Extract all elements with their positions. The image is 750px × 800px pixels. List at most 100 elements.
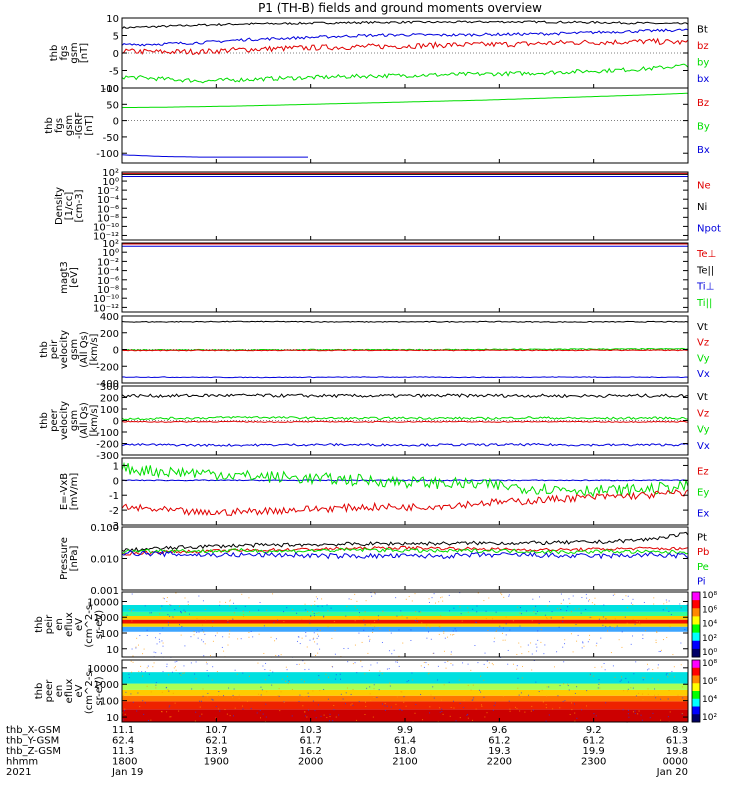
spectrogram-pixel <box>223 695 225 697</box>
spectrogram-pixel <box>570 633 572 635</box>
spectrogram-pixel <box>240 638 242 640</box>
spectrogram-pixel <box>621 646 623 648</box>
spectrogram-pixel <box>316 629 318 631</box>
spectrogram-pixel <box>562 621 564 623</box>
spectrogram-pixel <box>677 694 679 696</box>
spectrogram-pixel <box>302 660 304 662</box>
x-axis-value: 1800 <box>112 757 137 768</box>
spectrogram-pixel <box>471 719 473 721</box>
series-line <box>121 479 689 482</box>
spectrogram-pixel <box>426 624 428 626</box>
spectrogram-pixel <box>638 710 640 712</box>
spectrogram-pixel <box>475 621 477 623</box>
x-axis-value: 11.3 <box>112 746 134 757</box>
spectrogram-pixel <box>622 709 624 711</box>
spectrogram-pixel <box>595 715 597 717</box>
spectrogram-pixel <box>199 700 201 702</box>
spectrogram-pixel <box>382 610 384 612</box>
spectrogram-pixel <box>190 662 192 664</box>
y-axis-label: peer <box>49 408 60 432</box>
spectrogram-pixel <box>313 632 315 634</box>
spectrogram-pixel <box>604 669 606 671</box>
spectrogram-pixel <box>390 706 392 708</box>
legend-label: Vz <box>697 408 709 419</box>
spectrogram-pixel <box>372 632 374 634</box>
spectrogram-pixel <box>551 611 553 613</box>
spectrogram-pixel <box>657 664 659 666</box>
spectrogram-pixel <box>502 639 504 641</box>
spectrogram-pixel <box>275 638 277 640</box>
spectrogram-pixel <box>153 662 155 664</box>
spectrogram-pixel <box>599 687 601 689</box>
y-tick-label: -200 <box>96 362 119 373</box>
legend-label: Vx <box>697 441 710 452</box>
spectrogram-pixel <box>411 600 413 602</box>
y-axis-label: velocity <box>59 401 70 440</box>
spectrogram-pixel <box>630 643 632 645</box>
spectrogram-pixel <box>229 630 231 632</box>
spectrogram-pixel <box>234 669 236 671</box>
spectrogram-pixel <box>204 609 206 611</box>
spectrogram-pixel <box>638 621 640 623</box>
spectrogram-pixel <box>491 662 493 664</box>
spectrogram-pixel <box>198 595 200 597</box>
spectrogram-pixel <box>155 652 157 654</box>
spectrogram-pixel <box>286 607 288 609</box>
spectrogram-pixel <box>264 720 266 722</box>
spectrogram-pixel <box>305 632 307 634</box>
y-tick-label: 0 <box>113 117 119 128</box>
spectrogram-pixel <box>666 607 668 609</box>
spectrogram-pixel <box>172 616 174 618</box>
spectrogram-pixel <box>178 710 180 712</box>
spectrogram-pixel <box>616 625 618 627</box>
legend-label: Ti⊥ <box>696 282 714 293</box>
spectrogram-pixel <box>369 686 371 688</box>
spectrogram-band <box>122 623 688 627</box>
y-tick-label: -5 <box>109 67 119 78</box>
spectrogram-pixel <box>132 608 134 610</box>
spectrogram-pixel <box>499 625 501 627</box>
spectrogram-pixel <box>588 599 590 601</box>
spectrogram-pixel <box>645 630 647 632</box>
spectrogram-pixel <box>410 639 412 641</box>
spectrogram-pixel <box>355 719 357 721</box>
spectrogram-pixel <box>330 607 332 609</box>
spectrogram-pixel <box>219 604 221 606</box>
y-tick-label: 5 <box>113 32 119 43</box>
colorbar-tick-label: 10⁴ <box>702 695 717 705</box>
spectrogram-pixel <box>467 607 469 609</box>
spectrogram-pixel <box>509 710 511 712</box>
spectrogram-pixel <box>201 624 203 626</box>
x-axis-row-label: 2021 <box>6 767 31 778</box>
legend-label: Te⊥ <box>696 249 716 260</box>
spectrogram-pixel <box>280 654 282 656</box>
spectrogram-pixel <box>415 704 417 706</box>
spectrogram-pixel <box>477 662 479 664</box>
y-tick-label: 200 <box>100 394 119 405</box>
spectrogram-pixel <box>148 673 150 675</box>
spectrogram-pixel <box>318 675 320 677</box>
y-axis-label: peir <box>49 339 60 359</box>
spectrogram-pixel <box>486 712 488 714</box>
spectrogram-pixel <box>201 713 203 715</box>
spectrogram-pixel <box>398 665 400 667</box>
spectrogram-pixel <box>426 637 428 639</box>
spectrogram-pixel <box>581 597 583 599</box>
spectrogram-pixel <box>331 637 333 639</box>
spectrogram-pixel <box>216 671 218 673</box>
spectrogram-pixel <box>323 689 325 691</box>
spectrogram-pixel <box>630 602 632 604</box>
spectrogram-pixel <box>558 626 560 628</box>
spectrogram-pixel <box>430 694 432 696</box>
spectrogram-pixel <box>519 710 521 712</box>
spectrogram-pixel <box>198 631 200 633</box>
spectrogram-pixel <box>646 663 648 665</box>
spectrogram-pixel <box>199 706 201 708</box>
spectrogram-pixel <box>328 720 330 722</box>
spectrogram-pixel <box>441 708 443 710</box>
spectrogram-pixel <box>483 679 485 681</box>
spectrogram-pixel <box>502 627 504 629</box>
y-tick-label: -50 <box>103 133 119 144</box>
spectrogram-band <box>122 604 688 612</box>
spectrogram-pixel <box>662 609 664 611</box>
